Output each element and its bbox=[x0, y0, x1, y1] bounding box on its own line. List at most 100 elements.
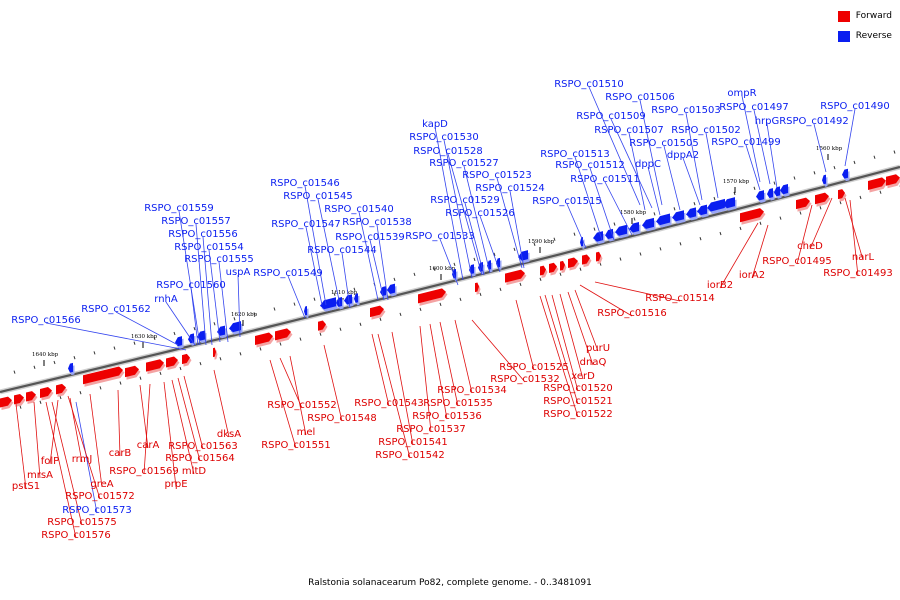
reverse-gene bbox=[320, 297, 336, 310]
leader-line bbox=[809, 197, 833, 250]
reverse-gene-label: RSPO_c01503 bbox=[651, 105, 721, 116]
reverse-gene bbox=[697, 204, 707, 216]
forward-gene-label: RSPO_c01493 bbox=[823, 268, 893, 279]
minor-tick bbox=[13, 370, 16, 374]
scale-label: 1640 kbp bbox=[32, 352, 59, 358]
reverse-gene bbox=[629, 221, 639, 233]
forward-gene-label: RSPO_c01569 bbox=[109, 466, 179, 477]
minor-tick bbox=[653, 212, 656, 216]
reverse-gene bbox=[756, 190, 764, 201]
reverse-gene-label: RSPO_c01557 bbox=[161, 216, 231, 227]
forward-gene-label: RSPO_c01563 bbox=[168, 441, 238, 452]
minor-tick bbox=[513, 247, 516, 252]
leader-line bbox=[89, 393, 103, 488]
forward-gene bbox=[560, 260, 565, 271]
minor-tick bbox=[359, 322, 362, 326]
leader-line bbox=[604, 181, 633, 236]
forward-gene-label: iorB2 bbox=[707, 280, 733, 291]
leader-line bbox=[544, 294, 579, 405]
forward-gene bbox=[14, 393, 24, 405]
forward-gene-label: greA bbox=[90, 479, 113, 490]
leader-line bbox=[515, 299, 535, 371]
forward-gene bbox=[505, 269, 525, 283]
leader-line bbox=[279, 357, 303, 409]
gene-features bbox=[0, 168, 900, 411]
reverse-gene-label: RSPO_c01515 bbox=[532, 196, 602, 207]
reverse-gene bbox=[642, 217, 654, 229]
label-leader-lines bbox=[15, 86, 864, 539]
minor-tick bbox=[173, 331, 176, 336]
leader-line bbox=[289, 355, 307, 436]
forward-gene bbox=[796, 197, 810, 210]
minor-tick bbox=[459, 297, 462, 302]
forward-gene-label: carB bbox=[109, 448, 132, 459]
minor-tick bbox=[393, 277, 396, 282]
backbone-line bbox=[0, 165, 900, 394]
minor-tick bbox=[699, 237, 702, 241]
minor-tick bbox=[99, 386, 102, 390]
leader-line bbox=[139, 384, 149, 449]
minor-tick bbox=[73, 356, 76, 360]
forward-gene-label: RSPO_c01572 bbox=[65, 491, 135, 502]
leader-line bbox=[574, 156, 603, 241]
forward-gene bbox=[740, 208, 764, 223]
legend-forward-label: Forward bbox=[855, 11, 892, 21]
minor-tick bbox=[213, 322, 216, 326]
minor-tick bbox=[239, 352, 242, 356]
minor-tick bbox=[439, 302, 442, 307]
forward-swatch bbox=[837, 10, 850, 22]
minor-tick bbox=[859, 195, 862, 200]
reverse-gene-label: RSPO_c01546 bbox=[270, 178, 340, 189]
minor-tick bbox=[93, 351, 96, 355]
forward-gene-label: RSPO_c01535 bbox=[423, 398, 493, 409]
forward-gene-label: RSPO_c01564 bbox=[165, 453, 235, 464]
forward-gene bbox=[255, 332, 273, 345]
minor-tick bbox=[253, 312, 256, 316]
forward-gene bbox=[83, 366, 123, 385]
forward-gene-label: mltD bbox=[182, 466, 206, 477]
leader-line bbox=[358, 211, 379, 301]
leader-line bbox=[463, 165, 491, 274]
forward-gene bbox=[886, 174, 900, 186]
minor-tick bbox=[539, 277, 542, 281]
minor-tick bbox=[739, 226, 742, 231]
leader-line bbox=[67, 395, 101, 500]
reverse-gene-label: dppC bbox=[635, 159, 661, 170]
leader-line bbox=[269, 359, 297, 449]
reverse-gene bbox=[469, 264, 474, 275]
leader-line bbox=[685, 112, 703, 201]
forward-gene-label: RSPO_c01536 bbox=[412, 411, 482, 422]
minor-tick bbox=[819, 206, 822, 210]
genome-caption: Ralstonia solanacearum Po82, complete ge… bbox=[308, 578, 592, 588]
forward-gene-label: RSPO_c01495 bbox=[762, 256, 832, 267]
reverse-gene bbox=[780, 183, 788, 195]
leader-line bbox=[628, 132, 646, 211]
forward-gene bbox=[182, 353, 190, 365]
minor-tick bbox=[679, 242, 682, 246]
reverse-gene bbox=[593, 231, 603, 242]
reverse-gene bbox=[344, 294, 352, 305]
leader-line bbox=[439, 238, 459, 286]
reverse-gene bbox=[767, 188, 773, 199]
reverse-gene-label: RSPO_c01533 bbox=[405, 231, 475, 242]
leader-line bbox=[377, 333, 411, 459]
scale-label: 1610 kbp bbox=[331, 290, 358, 296]
leader-line bbox=[753, 109, 771, 185]
minor-tick bbox=[433, 267, 436, 272]
leader-line bbox=[178, 210, 201, 346]
leader-line bbox=[15, 403, 27, 490]
leader-line bbox=[323, 344, 343, 422]
minor-tick bbox=[673, 207, 676, 211]
leader-line bbox=[429, 323, 448, 420]
reverse-gene bbox=[68, 362, 73, 373]
minor-tick bbox=[179, 366, 182, 371]
forward-gene-label: pstS1 bbox=[12, 481, 40, 492]
scale-label: 1600 kbp bbox=[429, 266, 456, 272]
forward-gene bbox=[568, 257, 578, 268]
minor-tick bbox=[279, 342, 282, 346]
minor-tick bbox=[873, 155, 876, 159]
minor-tick bbox=[353, 287, 356, 291]
minor-tick bbox=[219, 357, 222, 361]
minor-tick bbox=[39, 400, 42, 404]
reverse-gene bbox=[487, 260, 491, 270]
